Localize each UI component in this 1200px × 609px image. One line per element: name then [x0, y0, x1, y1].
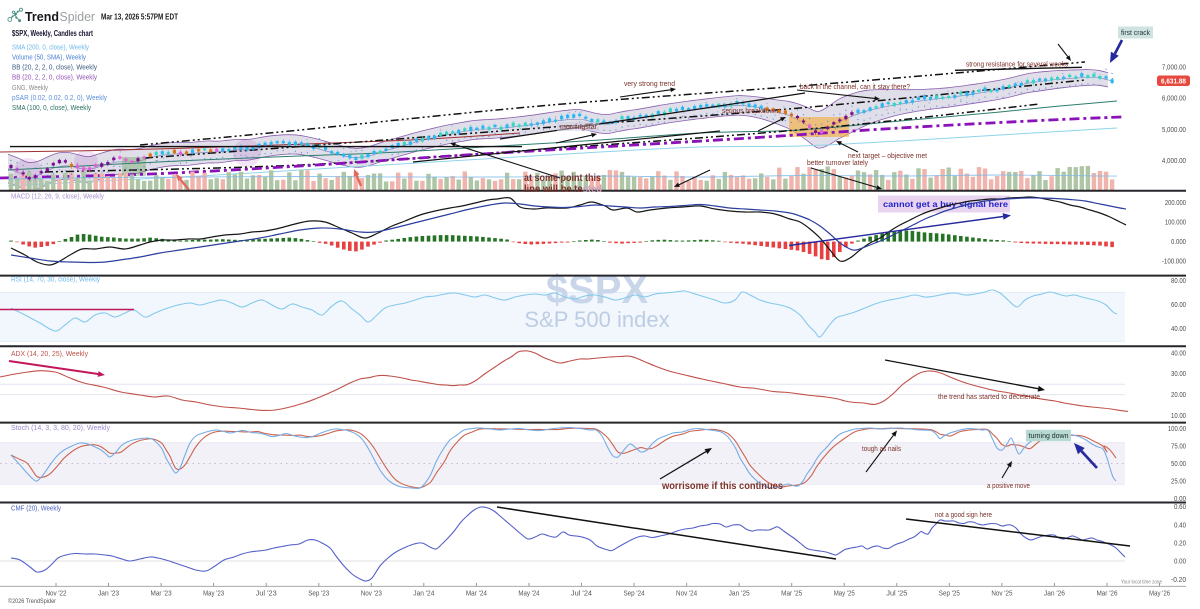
- svg-text:Nov '25: Nov '25: [991, 591, 1012, 598]
- svg-text:the trend has started to decel: the trend has started to decelerate: [938, 394, 1040, 401]
- svg-text:May '26: May '26: [1149, 591, 1170, 598]
- svg-text:Mar '24: Mar '24: [466, 591, 487, 598]
- svg-text:tough as nails: tough as nails: [862, 446, 901, 453]
- svg-text:BB (20, 2, 2, 0, close), Weekl: BB (20, 2, 2, 0, close), Weekly: [12, 73, 97, 82]
- svg-text:May '23: May '23: [203, 591, 224, 598]
- svg-text:Spider: Spider: [60, 10, 96, 24]
- svg-text:40.00: 40.00: [1171, 326, 1186, 333]
- svg-text:30.00: 30.00: [1171, 371, 1186, 378]
- svg-text:Nov '24: Nov '24: [676, 591, 697, 598]
- svg-text:-0.20: -0.20: [1171, 577, 1186, 584]
- svg-text:Jul '25: Jul '25: [886, 591, 907, 598]
- svg-text:RSI (14, 70, 30, close), Weekl: RSI (14, 70, 30, close), Weekly: [11, 277, 100, 284]
- svg-text:Jan '26: Jan '26: [1044, 591, 1065, 598]
- svg-text:Stoch (14, 3, 3, 80, 20), Week: Stoch (14, 3, 3, 80, 20), Weekly: [11, 425, 111, 432]
- svg-text:Jan '24: Jan '24: [413, 591, 434, 598]
- svg-text:Volume (50, SMA), Weekly: Volume (50, SMA), Weekly: [12, 53, 86, 62]
- svg-text:Nov '23: Nov '23: [361, 591, 382, 598]
- svg-text:100.00: 100.00: [1168, 426, 1186, 433]
- svg-text:-100.000: -100.000: [1162, 259, 1186, 266]
- svg-text:Mar 13, 2026 5:57PM EDT: Mar 13, 2026 5:57PM EDT: [101, 13, 178, 22]
- svg-text:100.000: 100.000: [1165, 220, 1186, 227]
- svg-text:Trend: Trend: [25, 10, 59, 24]
- svg-text:0.000: 0.000: [1171, 239, 1186, 246]
- svg-text:75.00: 75.00: [1171, 444, 1186, 451]
- svg-text:Jan '23: Jan '23: [98, 591, 119, 598]
- svg-text:better turnover lately: better turnover lately: [807, 160, 868, 167]
- svg-text:Jan '25: Jan '25: [729, 591, 750, 598]
- svg-text:morningstar: morningstar: [560, 124, 598, 131]
- svg-text:CMF (20), Weekly: CMF (20), Weekly: [11, 506, 61, 513]
- svg-text:back in the channel, can it st: back in the channel, can it stay there?: [800, 84, 910, 91]
- svg-text:turning down: turning down: [1029, 433, 1069, 440]
- svg-text:MACD (12, 26, 9, close), Weekl: MACD (12, 26, 9, close), Weekly: [11, 194, 104, 201]
- svg-text:Mar '25: Mar '25: [781, 591, 802, 598]
- svg-text:0.20: 0.20: [1174, 540, 1186, 547]
- svg-text:SMA (100, 0, close), Weekly: SMA (100, 0, close), Weekly: [12, 103, 91, 112]
- svg-text:Your local time zone: Your local time zone: [1121, 580, 1162, 586]
- svg-text:ADX (14, 20, 25), Weekly: ADX (14, 20, 25), Weekly: [11, 351, 88, 358]
- svg-text:BB (20, 2, 2, 0, close), Weekl: BB (20, 2, 2, 0, close), Weekly: [12, 63, 97, 72]
- svg-text:next target – objective met: next target – objective met: [848, 153, 927, 160]
- svg-text:first crack: first crack: [1121, 30, 1150, 37]
- svg-text:line will be tested: line will be tested: [524, 183, 602, 195]
- svg-text:a positive move: a positive move: [987, 483, 1030, 490]
- svg-text:pSAR (0.02, 0.02, 0.2, 0), Wee: pSAR (0.02, 0.02, 0.2, 0), Weekly: [12, 93, 107, 102]
- svg-text:25.00: 25.00: [1171, 479, 1186, 486]
- svg-text:S&P 500 index: S&P 500 index: [524, 307, 669, 332]
- svg-text:50.00: 50.00: [1171, 461, 1186, 468]
- svg-text:May '25: May '25: [834, 591, 855, 598]
- svg-text:10.00: 10.00: [1171, 413, 1186, 420]
- svg-text:GNG, Weekly: GNG, Weekly: [12, 83, 48, 92]
- svg-text:4,000.00: 4,000.00: [1162, 158, 1186, 165]
- svg-text:Sep '23: Sep '23: [308, 591, 329, 598]
- svg-text:serious breakdown: serious breakdown: [722, 108, 778, 115]
- svg-text:40.00: 40.00: [1171, 350, 1186, 357]
- svg-text:not a good sign here: not a good sign here: [935, 512, 992, 519]
- svg-text:strong resistance for several: strong resistance for several weeks: [966, 62, 1068, 69]
- svg-text:7,000.00: 7,000.00: [1162, 65, 1186, 72]
- svg-text:Mar '26: Mar '26: [1096, 591, 1117, 598]
- svg-text:80.00: 80.00: [1171, 278, 1186, 285]
- svg-text:May '24: May '24: [518, 591, 539, 598]
- svg-text:Nov '22: Nov '22: [45, 591, 66, 598]
- svg-text:0.60: 0.60: [1174, 504, 1186, 511]
- svg-text:©2026 TrendSpider: ©2026 TrendSpider: [8, 598, 56, 605]
- svg-text:0.00: 0.00: [1174, 496, 1186, 503]
- svg-text:SMA (200, 0, close), Weekly: SMA (200, 0, close), Weekly: [12, 43, 89, 52]
- svg-text:Jul '24: Jul '24: [571, 591, 592, 598]
- svg-text:at some point this: at some point this: [524, 172, 601, 184]
- svg-text:0.40: 0.40: [1174, 523, 1186, 530]
- svg-text:Mar '23: Mar '23: [151, 591, 172, 598]
- svg-text:Sep '24: Sep '24: [624, 591, 645, 598]
- svg-text:worrisome if this continues: worrisome if this continues: [661, 481, 783, 492]
- svg-text:200.000: 200.000: [1165, 200, 1186, 207]
- svg-text:0.00: 0.00: [1174, 559, 1186, 566]
- svg-text:60.00: 60.00: [1171, 302, 1186, 309]
- svg-text:6,000.00: 6,000.00: [1162, 96, 1186, 103]
- svg-text:$SPX, Weekly, Candles chart: $SPX, Weekly, Candles chart: [12, 29, 93, 38]
- svg-text:cannot get a buy signal here: cannot get a buy signal here: [883, 199, 1008, 209]
- svg-text:20.00: 20.00: [1171, 392, 1186, 399]
- svg-text:Sep '25: Sep '25: [939, 591, 960, 598]
- svg-text:very strong trend: very strong trend: [624, 81, 675, 88]
- svg-text:5,000.00: 5,000.00: [1162, 127, 1186, 134]
- svg-text:6,631.88: 6,631.88: [1161, 77, 1186, 86]
- svg-text:Jul '23: Jul '23: [256, 591, 277, 598]
